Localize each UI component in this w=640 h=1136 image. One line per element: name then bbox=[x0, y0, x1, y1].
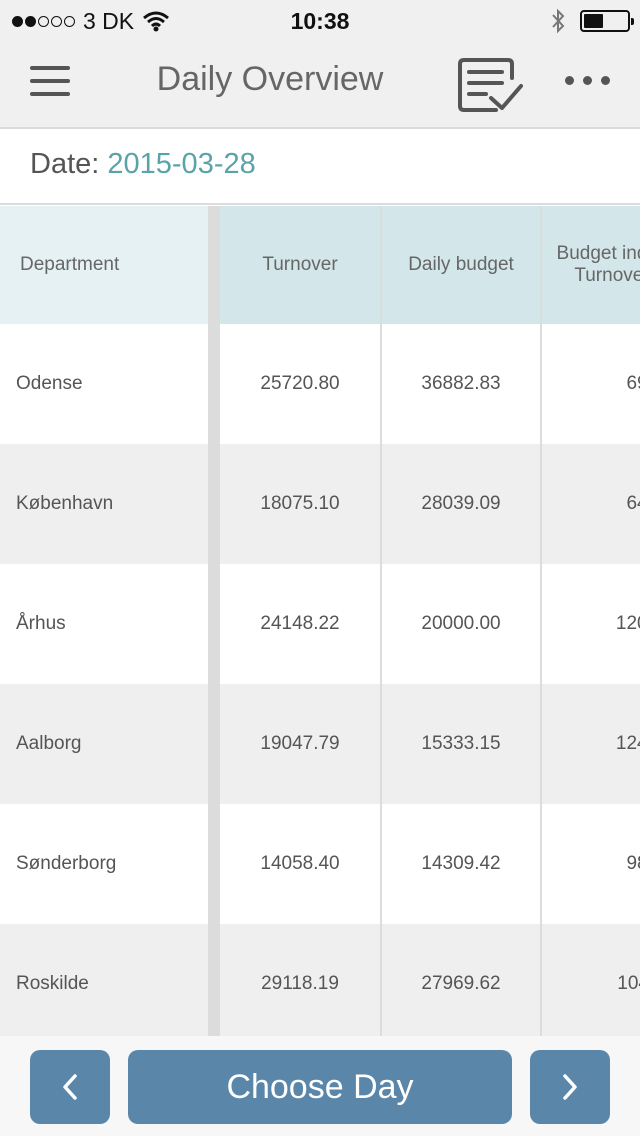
cell-budget-index: 124.23 bbox=[615, 733, 640, 754]
signal-dot bbox=[64, 15, 75, 27]
header-turnover[interactable]: Turnover bbox=[220, 206, 380, 324]
nav-bar: Daily Overview bbox=[0, 40, 640, 129]
choose-day-button[interactable]: Choose Day bbox=[128, 1050, 512, 1124]
table-row[interactable]: Odense 25720.80 36882.83 69.74 bbox=[0, 324, 640, 444]
date-label: Date: 2015-03-28 bbox=[30, 148, 256, 181]
battery-icon bbox=[580, 10, 634, 32]
cell-department: Aalborg bbox=[16, 733, 82, 754]
cell-budget-index: 64.46 bbox=[626, 493, 640, 514]
table-row[interactable]: Roskilde 29118.19 27969.62 104.11 bbox=[0, 924, 640, 1036]
date-row: Date: 2015-03-28 bbox=[0, 131, 640, 205]
cell-turnover: 18075.10 bbox=[260, 493, 340, 514]
overview-table[interactable]: Odense 25720.80 36882.83 69.74 København… bbox=[0, 206, 640, 1036]
column-divider bbox=[540, 206, 542, 1036]
cell-daily-budget: 36882.83 bbox=[421, 373, 501, 394]
column-divider bbox=[380, 206, 382, 1036]
wifi-icon bbox=[143, 11, 170, 32]
bluetooth-icon bbox=[552, 8, 565, 34]
cell-daily-budget: 14309.42 bbox=[421, 853, 501, 874]
date-value[interactable]: 2015-03-28 bbox=[107, 148, 256, 180]
battery-fill bbox=[584, 14, 603, 28]
signal-area: 3 DK bbox=[12, 8, 170, 34]
cell-daily-budget: 27969.62 bbox=[421, 973, 501, 994]
carrier-name: 3 DK bbox=[83, 7, 135, 34]
table-row[interactable]: Århus 24148.22 20000.00 120.74 bbox=[0, 564, 640, 684]
cell-department: Århus bbox=[16, 613, 66, 634]
table-row[interactable]: Sønderborg 14058.40 14309.42 98.25 bbox=[0, 804, 640, 924]
cell-turnover: 24148.22 bbox=[260, 613, 340, 634]
signal-dot bbox=[25, 15, 36, 27]
next-day-button[interactable] bbox=[530, 1050, 610, 1124]
cell-department: Odense bbox=[16, 373, 83, 394]
header-budget-index[interactable]: Budget index Turnover bbox=[542, 206, 640, 324]
cell-turnover: 25720.80 bbox=[260, 373, 340, 394]
cell-budget-index: 120.74 bbox=[615, 613, 640, 634]
previous-day-button[interactable] bbox=[30, 1050, 110, 1124]
table-row[interactable]: Aalborg 19047.79 15333.15 124.23 bbox=[0, 684, 640, 804]
footer-bar: Choose Day bbox=[0, 1036, 640, 1136]
page-title: Daily Overview bbox=[156, 60, 384, 98]
table-row[interactable]: København 18075.10 28039.09 64.46 bbox=[0, 444, 640, 564]
header-department[interactable]: Department bbox=[0, 206, 208, 324]
cell-daily-budget: 15333.15 bbox=[421, 733, 501, 754]
checklist-icon[interactable] bbox=[456, 58, 524, 114]
frozen-column-divider bbox=[208, 206, 220, 1036]
cell-budget-index: 104.11 bbox=[617, 973, 640, 994]
status-time: 10:38 bbox=[290, 8, 350, 34]
cell-budget-index: 98.25 bbox=[626, 853, 640, 874]
cell-daily-budget: 28039.09 bbox=[421, 493, 501, 514]
chevron-right-icon bbox=[563, 1074, 577, 1100]
signal-dot bbox=[51, 15, 62, 27]
date-label-text: Date: bbox=[30, 148, 100, 180]
cell-budget-index: 69.74 bbox=[626, 373, 640, 394]
cell-department: København bbox=[16, 493, 114, 514]
header-budget-index-line1: Budget index bbox=[556, 243, 640, 264]
cell-turnover: 29118.19 bbox=[261, 973, 339, 994]
table-header: Department Turnover Daily budget Budget … bbox=[0, 206, 640, 324]
header-daily-budget[interactable]: Daily budget bbox=[382, 206, 540, 324]
cell-department: Roskilde bbox=[16, 973, 89, 994]
cell-turnover: 14058.40 bbox=[260, 853, 340, 874]
cell-turnover: 19047.79 bbox=[260, 733, 340, 754]
chevron-left-icon bbox=[63, 1074, 77, 1100]
header-budget-index-line2: Turnover bbox=[574, 265, 640, 286]
more-options-icon[interactable] bbox=[565, 76, 619, 85]
signal-dot bbox=[38, 15, 49, 27]
hamburger-menu-icon[interactable] bbox=[30, 66, 70, 96]
status-right bbox=[550, 8, 634, 34]
status-bar: 3 DK 10:38 bbox=[0, 0, 640, 40]
cell-department: Sønderborg bbox=[16, 853, 117, 874]
signal-dot bbox=[12, 15, 23, 27]
cell-daily-budget: 20000.00 bbox=[421, 613, 501, 634]
